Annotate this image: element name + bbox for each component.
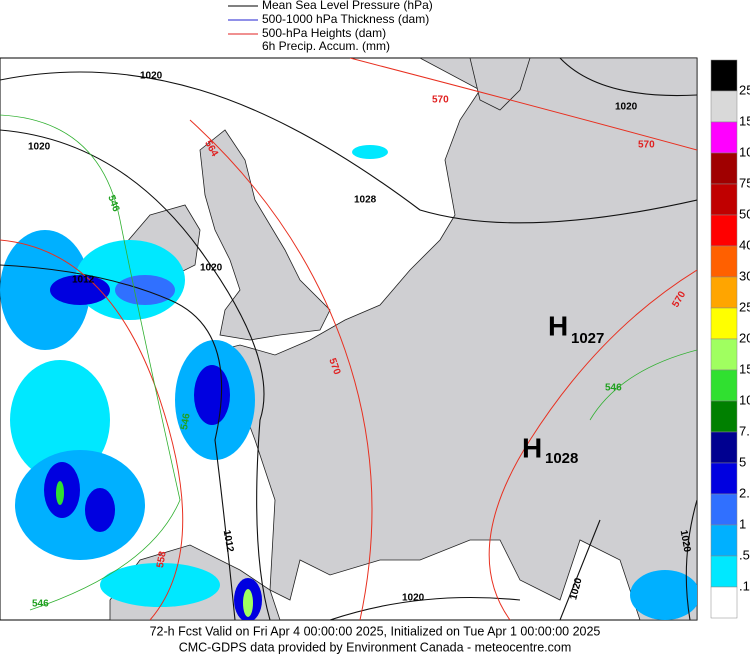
colorbar-cell: [710, 59, 738, 92]
precip: [85, 488, 115, 532]
colorbar-label: 20: [739, 330, 750, 345]
colorbar-cell: [710, 245, 738, 278]
footer-line: 72-h Fcst Valid on Fri Apr 4 00:00:00 20…: [150, 624, 601, 638]
height-label: 570: [638, 140, 655, 151]
pressure-label: 1028: [354, 195, 377, 206]
pressure-label: 1020: [615, 102, 638, 113]
pressure-contour: [559, 519, 601, 620]
precip: [100, 563, 220, 607]
colorbar-label: 1: [739, 516, 746, 531]
colorbar-cell: [710, 369, 738, 402]
colorbar-label: .5: [739, 547, 750, 562]
colorbar-label: 250: [739, 82, 750, 97]
precip: [630, 570, 697, 620]
pressure-contour: [0, 129, 271, 620]
pressure-label: 1020: [402, 593, 425, 604]
colorbar-label: 7.5: [739, 423, 750, 438]
pressure-contour: [329, 597, 521, 620]
thickness-label: 546: [605, 383, 622, 394]
map-area: 1020 1020 1012 1020 1028 1020 1020 1012 …: [0, 57, 698, 621]
precip: [15, 450, 145, 560]
pressure-label: 1020: [200, 263, 223, 274]
legend-entry: 6h Precip. Accum. (mm): [262, 39, 390, 53]
pressure-contour: [0, 264, 236, 620]
colorbar-label: 150: [739, 113, 750, 128]
colorbar-cell: [710, 431, 738, 464]
colorbar-cell: [710, 121, 738, 154]
colorbar-cell: [710, 307, 738, 340]
high-letter: H: [522, 432, 542, 463]
colorbar-label: 50: [739, 206, 750, 221]
precip: [352, 145, 388, 159]
thickness-contour: [0, 114, 181, 611]
height-label: 558: [155, 550, 169, 569]
colorbar-cell: [710, 462, 738, 495]
colorbar-label: 30: [739, 268, 750, 283]
thickness-label: 546: [32, 599, 49, 610]
land: [219, 58, 697, 620]
colorbar-label: 2.5: [739, 485, 750, 500]
thickness-contour: [589, 349, 697, 421]
colorbar-cell: [710, 400, 738, 433]
colorbar-cell: [710, 183, 738, 216]
high-value: 1028: [545, 450, 578, 467]
colorbar-label: 40: [739, 237, 750, 252]
colorbar-cell: [710, 555, 738, 588]
precip: [0, 230, 90, 350]
precip: [194, 365, 230, 425]
precip: [243, 589, 253, 617]
precip: [10, 360, 110, 480]
footer-line: CMC-GDPS data provided by Environment Ca…: [179, 640, 572, 654]
colorbar-cell: [710, 276, 738, 309]
pressure-label: 1020: [678, 529, 693, 553]
colorbar-label: .1: [739, 578, 750, 593]
height-contour: [488, 269, 697, 620]
colorbar-cell: [710, 152, 738, 185]
high-value: 1027: [571, 330, 604, 347]
colorbar: 250 150 100 75 50 40 30 25 20 15 10 7.5 5 2.5 1 .5 .1: [710, 59, 750, 619]
pressure-contour: [0, 71, 697, 224]
colorbar-label: 10: [739, 392, 750, 407]
high-letter: H: [548, 310, 568, 341]
height-contour: [0, 239, 184, 620]
colorbar-cell: [710, 90, 738, 123]
colorbar-cell: [710, 493, 738, 526]
colorbar-label: 100: [739, 144, 750, 159]
high-pressure: H 1028: [522, 432, 578, 467]
pressure-label: 1020: [140, 71, 163, 82]
pressure-label: 1012: [72, 275, 95, 286]
legend-entry: 500-hPa Heights (dam): [262, 26, 386, 40]
land: [199, 129, 331, 341]
colorbar-cell: [710, 338, 738, 371]
colorbar-cell: [710, 214, 738, 247]
precip: [50, 275, 110, 305]
colorbar-cell: [710, 586, 738, 619]
colorbar-label: 75: [739, 175, 750, 190]
height-contour: [349, 58, 697, 151]
thickness-label: 546: [179, 412, 193, 431]
colorbar-label: 25: [739, 299, 750, 314]
height-label: 570: [432, 95, 449, 106]
legend: Mean Sea Level Pressure (hPa) 500-1000 h…: [228, 0, 433, 53]
pressure-contour: [685, 499, 697, 620]
precip: [56, 481, 64, 505]
colorbar-label: 15: [739, 361, 750, 376]
height-contour: [189, 119, 373, 620]
pressure-label: 1012: [221, 529, 236, 553]
colorbar-cell: [710, 524, 738, 557]
pressure-label: 1020: [28, 142, 51, 153]
legend-entry: Mean Sea Level Pressure (hPa): [262, 0, 433, 12]
high-pressure: H 1027: [548, 310, 604, 347]
colorbar-label: 5: [739, 454, 746, 469]
pressure-contour: [559, 58, 697, 97]
legend-entry: 500-1000 hPa Thickness (dam): [262, 12, 429, 26]
